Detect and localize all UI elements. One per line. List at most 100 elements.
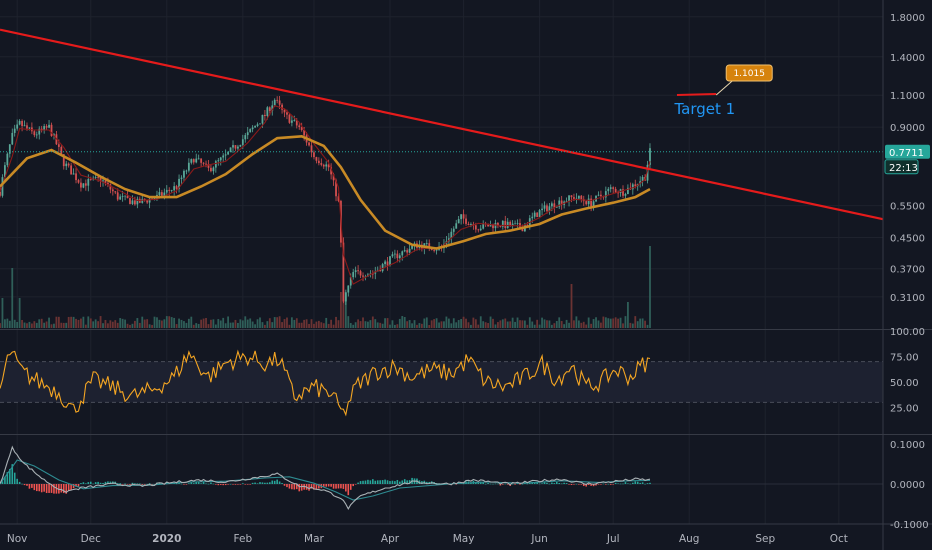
volume-bar bbox=[420, 323, 423, 328]
macd-histogram-bar bbox=[597, 484, 600, 485]
volume-bar bbox=[6, 318, 9, 328]
volume-bar bbox=[13, 319, 16, 328]
candle-body bbox=[617, 192, 619, 194]
candle-body bbox=[65, 163, 68, 167]
candle-body bbox=[195, 158, 198, 163]
macd-histogram-bar bbox=[202, 481, 205, 484]
candle-body bbox=[631, 184, 634, 190]
volume-bar bbox=[418, 323, 421, 328]
volume-bar bbox=[327, 323, 330, 328]
price-tick-label: 1.4000 bbox=[890, 53, 925, 64]
volume-bar bbox=[16, 321, 19, 328]
last-price-box bbox=[885, 144, 930, 159]
volume-bar bbox=[553, 323, 556, 328]
volume-bar bbox=[438, 322, 440, 328]
macd-histogram-bar bbox=[38, 484, 41, 492]
time-axis[interactable]: Nov Dec 2020 Feb Mar Apr May Jun Jul Aug Sep Oct bbox=[7, 533, 848, 545]
volume-bar bbox=[165, 316, 168, 328]
macd-histogram-bar bbox=[565, 483, 568, 484]
candle-body bbox=[511, 223, 514, 227]
volume-bar bbox=[251, 321, 254, 328]
candle-body bbox=[327, 164, 330, 168]
macd-histogram-bar bbox=[273, 480, 276, 484]
slow-moving-average-line bbox=[0, 134, 651, 250]
price-axis[interactable]: 1.8000 1.4000 1.1000 0.9000 0.5500 0.4500 0.37… bbox=[890, 13, 925, 304]
macd-histogram-bar bbox=[249, 484, 251, 485]
candle-body bbox=[570, 195, 573, 198]
volume-bar bbox=[156, 317, 158, 328]
macd-histogram-bar bbox=[266, 482, 269, 484]
macd-histogram-bar bbox=[16, 478, 18, 484]
macd-histogram-bar bbox=[553, 483, 556, 484]
candle-body bbox=[580, 195, 583, 200]
macd-histogram-bar bbox=[281, 482, 283, 484]
candle-body bbox=[313, 152, 315, 158]
macd-histogram-bar bbox=[227, 484, 229, 485]
candle-body bbox=[82, 183, 85, 188]
volume-bar bbox=[55, 316, 58, 328]
volume-bar bbox=[344, 292, 347, 328]
volume-bar bbox=[332, 324, 335, 328]
rsi-tick-label: 75.00 bbox=[890, 353, 919, 364]
macd-histogram-bar bbox=[6, 472, 9, 484]
macd-histogram-bar bbox=[134, 483, 136, 484]
volume-bar bbox=[305, 319, 308, 328]
candle-body bbox=[612, 187, 615, 189]
volume-bar bbox=[241, 320, 244, 328]
volume-bar bbox=[546, 320, 548, 328]
volume-bar bbox=[237, 322, 239, 328]
macd-histogram-bar bbox=[151, 484, 153, 485]
macd-histogram-bar bbox=[104, 481, 107, 484]
volume-bar bbox=[467, 322, 470, 328]
macd-histogram-bar bbox=[99, 482, 102, 484]
candle-body bbox=[460, 214, 463, 220]
candle-body bbox=[121, 195, 124, 197]
candle-body bbox=[408, 248, 411, 253]
macd-histogram-bar bbox=[197, 481, 200, 484]
candle-body bbox=[514, 223, 516, 225]
volume-bar bbox=[629, 322, 632, 328]
candle-body bbox=[170, 190, 173, 192]
time-tick-label: Oct bbox=[830, 533, 848, 545]
volume-bar bbox=[622, 323, 624, 328]
candle-body bbox=[116, 192, 119, 200]
volume-bar bbox=[21, 319, 23, 328]
candle-body bbox=[1, 177, 4, 196]
volume-bar bbox=[48, 317, 50, 328]
volume-bar bbox=[384, 318, 386, 328]
volume-bar bbox=[153, 316, 156, 328]
target-callout[interactable]: 1.1015 bbox=[676, 64, 773, 96]
volume-bar bbox=[393, 324, 396, 328]
macd-histogram-bar bbox=[548, 483, 551, 485]
macd-histogram-bar bbox=[165, 482, 168, 484]
macd-histogram-bar bbox=[293, 484, 296, 490]
macd-histogram-bar bbox=[494, 483, 497, 485]
volume-bar bbox=[536, 319, 539, 328]
candle-body bbox=[183, 170, 185, 178]
volume-bar bbox=[374, 319, 377, 328]
macd-histogram-bar bbox=[215, 484, 217, 485]
candle-body bbox=[187, 162, 190, 171]
time-tick-label: 2020 bbox=[152, 533, 181, 545]
rsi-panel bbox=[0, 349, 883, 417]
macd-histogram-bar bbox=[529, 482, 531, 484]
volume-bar bbox=[406, 321, 409, 328]
candle-body bbox=[224, 154, 227, 156]
volume-bar bbox=[0, 323, 1, 328]
rsi-band bbox=[0, 361, 883, 403]
candle-body bbox=[214, 161, 217, 168]
rsi-tick-label: 100.00 bbox=[890, 327, 925, 338]
macd-histogram-bar bbox=[622, 483, 624, 485]
candle-body bbox=[504, 220, 507, 228]
descending-trendline[interactable] bbox=[0, 28, 884, 221]
volume-bar bbox=[84, 324, 87, 328]
candle-body bbox=[332, 174, 335, 181]
macd-histogram-bar bbox=[23, 484, 26, 486]
macd-histogram-bar bbox=[9, 468, 11, 484]
candle-body bbox=[553, 203, 556, 208]
candle-body bbox=[40, 128, 43, 130]
macd-histogram-bar bbox=[139, 483, 141, 485]
price-tick-label: 0.3100 bbox=[890, 293, 925, 304]
macd-histogram-bar bbox=[487, 482, 489, 484]
